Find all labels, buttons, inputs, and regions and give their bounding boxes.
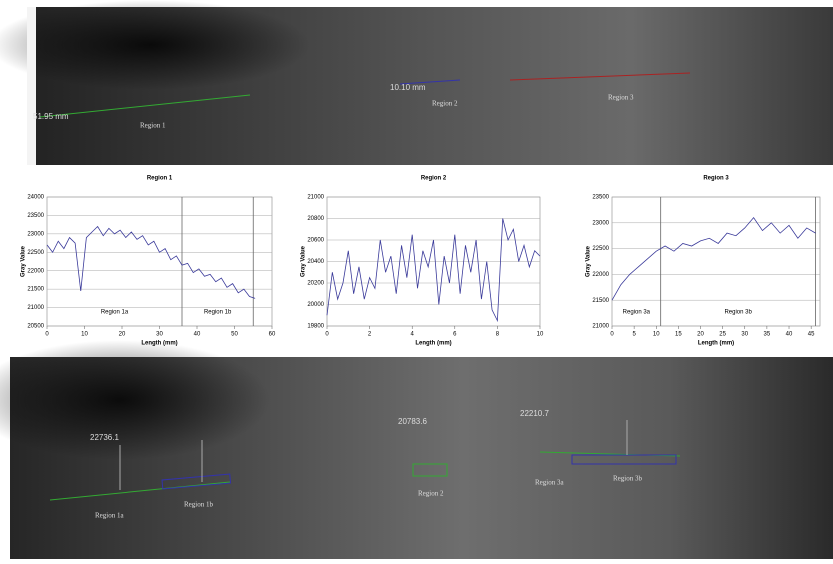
y-axis-label: Gray Value [301,245,307,277]
top-image: 51.95 mm 10.10 mm Region 1 Region 2 Regi… [0,0,833,165]
y-tick-label: 23000 [592,220,609,226]
bottom-image: 22736.1 20783.6 22210.7 Region 1a Region… [0,340,833,559]
value-label: 22210.7 [520,409,549,418]
y-tick-label: 22000 [27,268,44,274]
y-tick-label: 20500 [27,324,44,330]
plot-area [46,196,273,327]
y-tick-label: 21000 [27,305,44,311]
region-label: Region 1a [95,512,124,520]
x-tick-label: 30 [156,332,163,338]
x-axis-label: Length (mm) [141,341,177,347]
x-tick-label: 15 [675,332,682,338]
x-axis-label: Length (mm) [698,341,734,347]
x-tick-label: 60 [269,332,276,338]
measurement: 10.10 mm [390,83,426,92]
x-tick-label: 50 [231,332,238,338]
x-tick-label: 5 [632,332,636,338]
region-label: Region 3 [608,94,634,102]
x-tick-label: 0 [45,332,49,338]
y-tick-label: 22500 [27,250,44,256]
y-tick-label: 23500 [27,213,44,219]
x-tick-label: 40 [786,332,793,338]
region-annotation: Region 1b [204,310,232,316]
x-tick-label: 20 [697,332,704,338]
x-tick-label: 0 [610,332,614,338]
y-tick-label: 21500 [592,298,609,304]
x-tick-label: 6 [453,332,457,338]
y-tick-label: 21000 [307,195,324,201]
chart-title: Region 2 [421,176,447,182]
chart-title: Region 3 [703,176,729,182]
x-tick-label: 40 [194,332,201,338]
data-line [611,216,816,301]
region-label: Region 2 [432,100,458,108]
y-tick-label: 20200 [307,281,324,287]
y-tick-label: 20600 [307,238,324,244]
region-label: Region 3b [613,475,642,483]
y-tick-label: 23000 [27,231,44,237]
x-tick-label: 45 [808,332,815,338]
region-annotation: Region 3a [623,310,651,316]
y-tick-label: 21000 [592,324,609,330]
y-tick-label: 20800 [307,216,324,222]
y-tick-label: 22000 [592,272,609,278]
region-label: Region 3a [535,479,564,487]
value-label: 20783.6 [398,417,427,426]
x-tick-label: 30 [741,332,748,338]
chart-title: Region 1 [147,176,173,182]
y-tick-label: 24000 [27,195,44,201]
x-tick-label: 20 [119,332,126,338]
data-line [46,225,256,299]
x-tick-label: 35 [764,332,771,338]
data-line [326,218,541,323]
y-tick-label: 22500 [592,246,609,252]
measurement: 51.95 mm [33,112,69,121]
x-tick-label: 10 [537,332,544,338]
y-tick-label: 19800 [307,324,324,330]
region-label: Region 1b [184,501,213,509]
x-tick-label: 8 [496,332,500,338]
x-tick-label: 10 [653,332,660,338]
x-tick-label: 10 [81,332,88,338]
y-tick-label: 23500 [592,195,609,201]
x-tick-label: 2 [368,332,372,338]
x-tick-label: 25 [719,332,726,338]
y-tick-label: 20000 [307,302,324,308]
value-label: 22736.1 [90,433,119,442]
region-annotation: Region 1a [101,310,129,316]
x-axis-label: Length (mm) [415,341,451,347]
y-tick-label: 21500 [27,287,44,293]
y-axis-label: Gray Value [21,245,27,277]
region-annotation: Region 3b [724,310,752,316]
plot-area [611,196,821,327]
y-tick-label: 20400 [307,259,324,265]
x-tick-label: 4 [411,332,415,338]
x-tick-label: 0 [325,332,329,338]
region-label: Region 1 [140,122,166,130]
region-label: Region 2 [418,490,444,498]
y-axis-label: Gray Value [586,245,592,277]
